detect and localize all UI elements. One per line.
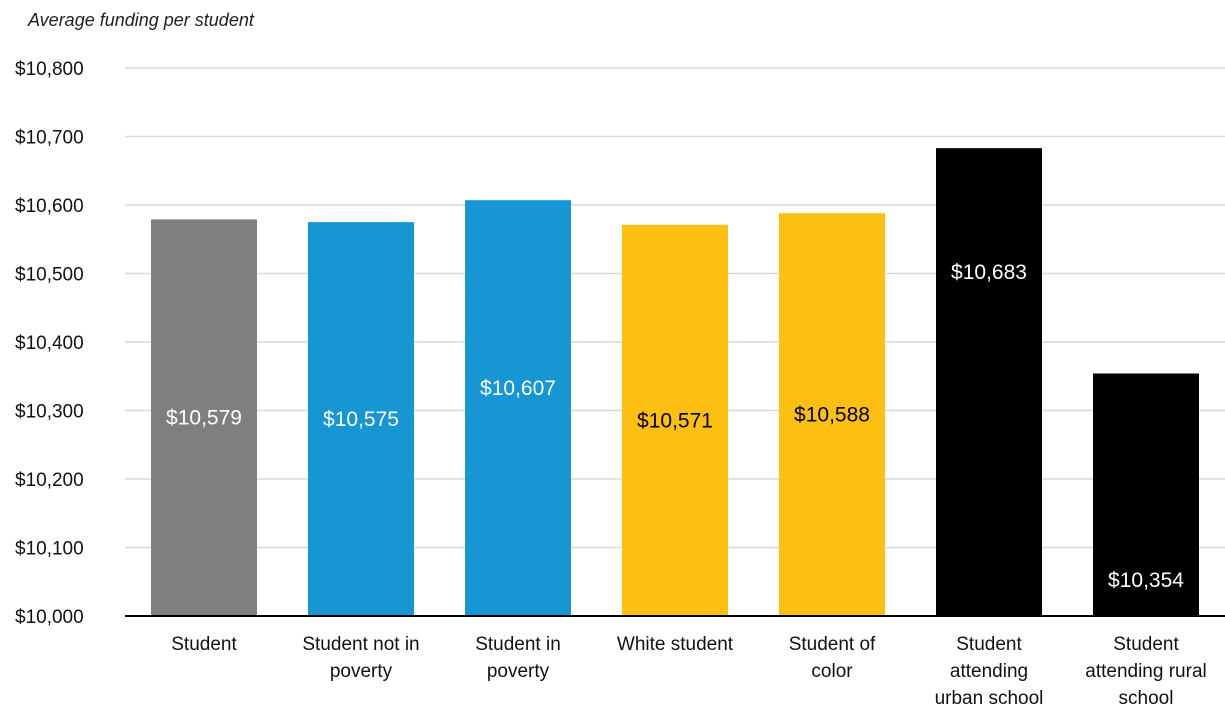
y-tick-label: $10,300 [15,402,84,423]
x-category-label: Student of color [789,634,876,682]
x-category-label-line: urban school [935,688,1044,705]
x-category-label: White student [617,634,734,655]
x-category-label-line: Student [171,634,237,655]
y-tick-label: $10,100 [15,539,84,560]
y-tick-label: $10,000 [15,607,84,628]
x-category-label: Student attending rural school [1085,634,1206,705]
x-category-label-line: White student [617,634,734,655]
y-tick-label: $10,700 [15,128,84,149]
x-category-label-line: poverty [330,661,393,682]
bar-value-label: $10,579 [166,407,242,430]
y-tick-label: $10,500 [15,265,84,286]
bars [151,148,1199,617]
bar [151,219,257,616]
y-axis-ticks: $10,000 $10,100 $10,200 $10,300 $10,400 $10,5… [15,59,84,628]
bar-value-label: $10,571 [637,409,713,432]
x-category-label-line: Student [1113,634,1179,655]
bar-value-label: $10,575 [323,408,399,431]
bar [308,222,414,616]
x-category-label: Student in poverty [475,634,561,682]
y-tick-label: $10,400 [15,333,84,354]
category-labels: Student Student not in poverty Student in po… [171,634,1206,705]
y-tick-label: $10,800 [15,59,84,80]
bar [1093,373,1199,616]
x-category-label-line: attending rural [1085,661,1206,682]
y-tick-label: $10,200 [15,470,84,491]
bar-value-label: $10,354 [1108,569,1184,592]
bar [465,200,571,616]
bar-value-label: $10,683 [951,261,1027,284]
x-category-label-line: school [1119,688,1174,705]
bar [936,148,1042,616]
x-category-label-line: Student not in [302,634,419,655]
x-category-label-line: poverty [487,661,550,682]
y-axis-title: Average funding per student [27,10,255,30]
bar-value-label: $10,588 [794,404,870,427]
x-category-label-line: attending [950,661,1028,682]
bar [779,213,885,616]
x-category-label: Student attending urban school [935,634,1044,705]
y-tick-label: $10,600 [15,196,84,217]
x-category-label-line: Student of [789,634,876,655]
x-category-label-line: Student [956,634,1022,655]
value-labels: $10,579 $10,575 $10,607 $10,571 $10,588 $10,6… [166,261,1184,592]
x-category-label: Student [171,634,237,655]
bar-value-label: $10,607 [480,377,556,400]
x-category-label: Student not in poverty [302,634,419,682]
x-category-label-line: color [811,661,853,682]
x-category-label-line: Student in [475,634,561,655]
bar [622,224,728,617]
